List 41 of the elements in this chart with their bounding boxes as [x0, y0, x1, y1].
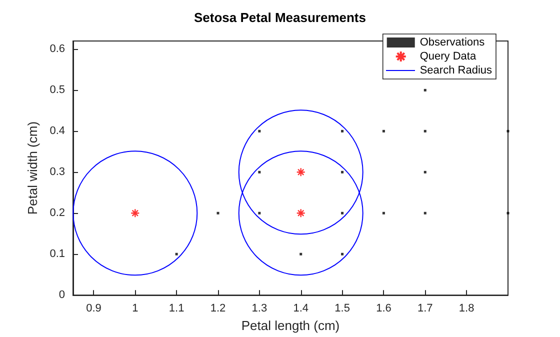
y-tick-label: 0.5: [50, 84, 65, 96]
point: [258, 170, 261, 174]
point: [506, 212, 510, 214]
point: [382, 212, 385, 214]
x-tick-label: 1.2: [210, 302, 226, 315]
x-tick-label: 1.6: [376, 302, 392, 315]
point: [300, 252, 302, 256]
point: [341, 130, 344, 132]
point: [341, 170, 344, 174]
x-tick-label: 0.9: [86, 302, 102, 315]
x-tick-label: 1: [132, 302, 138, 315]
point: [341, 212, 344, 214]
point: [382, 130, 385, 132]
x-tick-label: 1.7: [417, 302, 433, 315]
point: [341, 252, 344, 256]
y-tick-label: 0.4: [50, 125, 65, 138]
annotation: Search Radius: [420, 64, 492, 76]
x-tick-label: 1.5: [334, 302, 350, 315]
point: [175, 252, 178, 256]
point: [424, 130, 426, 132]
y-tick-label: 0.6: [50, 43, 65, 56]
point: [506, 130, 510, 132]
x-axis-title: Petal length (cm): [241, 318, 340, 333]
x-tick-label: 1.4: [293, 302, 309, 315]
y-tick-label: 0.2: [50, 207, 65, 220]
point: [258, 212, 261, 214]
point: [216, 212, 220, 214]
y-axis-title: Petal width (cm): [24, 121, 40, 215]
point: [424, 212, 426, 214]
point: [424, 170, 426, 174]
point: [424, 88, 426, 92]
y-tick-label: 0.1: [50, 248, 65, 260]
chart-title: Setosa Petal Measurements: [194, 10, 366, 25]
legend-label: Query Data: [420, 50, 477, 62]
x-tick-label: 1.1: [168, 302, 184, 315]
y-tick-label: 0: [58, 289, 65, 302]
x-tick-label: 1.8: [458, 302, 474, 315]
x-tick-label: 1.3: [252, 302, 268, 315]
legend-label: Observations: [420, 36, 486, 48]
point: [258, 130, 261, 132]
y-tick-label: 0.3: [50, 166, 65, 178]
